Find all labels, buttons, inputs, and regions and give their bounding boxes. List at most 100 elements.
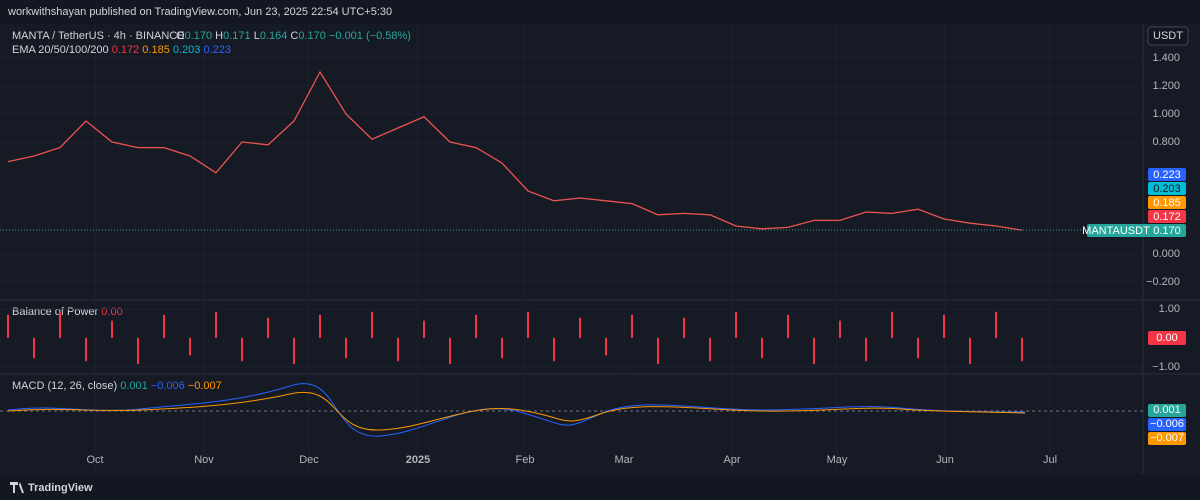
- bop-bar: [709, 338, 711, 362]
- bop-bar: [189, 338, 191, 356]
- bop-bar: [787, 314, 789, 338]
- bop-bar: [85, 338, 87, 362]
- ema-value: 0.185: [142, 44, 170, 56]
- bop-bar: [163, 314, 165, 338]
- logo: [10, 482, 24, 493]
- ema-value: 0.203: [173, 44, 201, 56]
- tag-bg: [1148, 210, 1186, 223]
- bop-value: 0.00: [101, 306, 122, 318]
- bop-bar: [969, 338, 971, 365]
- bop-bar: [423, 320, 425, 338]
- x-label: May: [827, 454, 848, 466]
- ema-label: EMA 20/50/100/200 0.172 0.185 0.203 0.22…: [12, 44, 231, 56]
- price-line: [7, 70, 1023, 231]
- publisher: workwithshayan published on TradingView.…: [7, 6, 392, 18]
- bop-bar: [631, 314, 633, 338]
- bop-bar: [943, 314, 945, 338]
- macd-name: MACD (12, 26, close): [12, 380, 117, 392]
- bop-bar: [735, 311, 737, 338]
- macd-tag: 0.001: [1153, 404, 1181, 416]
- bop-bar: [449, 338, 451, 365]
- ohlc-value: 0.164: [260, 30, 288, 42]
- change: −0.001 (−0.58%): [329, 30, 411, 42]
- ema-name: EMA 20/50/100/200: [12, 44, 109, 56]
- signal-line: [7, 391, 1026, 431]
- x-label: Dec: [299, 454, 319, 466]
- bop-bar: [267, 317, 269, 338]
- tag-bg: [1148, 404, 1186, 417]
- bop-bar: [241, 338, 243, 362]
- bop-bar: [215, 311, 217, 338]
- macd-tag: −0.007: [1150, 432, 1184, 444]
- y-tick-label: 0.800: [1152, 136, 1180, 148]
- bop-bar: [319, 314, 321, 338]
- macd-label: MACD (12, 26, close) 0.001 −0.006 −0.007: [12, 380, 222, 392]
- symbol-tag: MANTAUSDT: [1082, 225, 1150, 237]
- ohlc-key: H: [215, 30, 223, 42]
- price-tag: 0.203: [1153, 183, 1181, 195]
- bop-bar: [553, 338, 555, 362]
- tag-bg: [1148, 182, 1186, 195]
- x-label: Nov: [194, 454, 214, 466]
- x-label: Oct: [86, 454, 103, 466]
- price-tag: 0.223: [1153, 169, 1181, 181]
- bop-bar: [839, 320, 841, 338]
- y-tick-label: −0.200: [1146, 276, 1180, 288]
- price-tag: 0.172: [1153, 211, 1181, 223]
- y-tick-label: −1.00: [1152, 361, 1180, 373]
- bop-bar: [995, 311, 997, 338]
- ohlc-value: 0.170: [185, 30, 213, 42]
- bop-name: Balance of Power: [12, 306, 99, 318]
- price-tag: 0.170: [1153, 225, 1181, 237]
- macd-value: −0.006: [151, 380, 185, 392]
- bop-bar: [59, 311, 61, 338]
- y-tick-label: 1.200: [1152, 80, 1180, 92]
- bop-bar: [111, 320, 113, 338]
- x-label: Feb: [516, 454, 535, 466]
- y-tick-label: 0.000: [1152, 248, 1180, 260]
- bop-bar: [293, 338, 295, 365]
- bop-bar: [813, 338, 815, 365]
- bop-bar: [7, 314, 9, 338]
- ohlc-key: L: [254, 30, 260, 42]
- x-label: Jun: [936, 454, 954, 466]
- currency[interactable]: USDT: [1153, 30, 1183, 42]
- tag-bg: [1148, 196, 1186, 209]
- bop-bar: [33, 338, 35, 359]
- macd-line: [7, 383, 1026, 437]
- ema-value: 0.223: [203, 44, 231, 56]
- bop-bar: [657, 338, 659, 365]
- tag-bg: [1087, 224, 1186, 237]
- bop-label: Balance of Power 0.00: [12, 306, 123, 318]
- bop-bar: [683, 317, 685, 338]
- bop-bar: [397, 338, 399, 362]
- tag-bg: [1148, 168, 1186, 181]
- y-tick-label: 1.400: [1152, 52, 1180, 64]
- bop-bar: [865, 338, 867, 362]
- macd-value: 0.001: [120, 380, 148, 392]
- price-tag: 0.185: [1153, 197, 1181, 209]
- ema-value: 0.172: [112, 44, 140, 56]
- ohlc-value: 0.171: [223, 30, 251, 42]
- bop-bar: [891, 311, 893, 338]
- y-tick-label: 1.000: [1152, 108, 1180, 120]
- macd-value: −0.007: [188, 380, 222, 392]
- currency-box[interactable]: [1147, 26, 1189, 46]
- tag-bg: [1148, 432, 1186, 445]
- bop-tag: 0.00: [1156, 332, 1177, 344]
- bop-bar: [761, 338, 763, 359]
- bop-bar: [917, 338, 919, 359]
- bop-bar: [345, 338, 347, 359]
- x-label: Mar: [615, 454, 634, 466]
- ohlc-key: O: [176, 30, 185, 42]
- bop-bar: [527, 311, 529, 338]
- brand[interactable]: TradingView: [28, 482, 93, 494]
- x-label: 2025: [406, 454, 430, 466]
- x-label: Jul: [1043, 454, 1057, 466]
- tag-bg: [1148, 331, 1186, 345]
- y-tick-label: 1.00: [1159, 303, 1180, 315]
- tag-bg: [1148, 418, 1186, 431]
- bop-bar: [475, 314, 477, 338]
- ohlc-key: C: [290, 30, 298, 42]
